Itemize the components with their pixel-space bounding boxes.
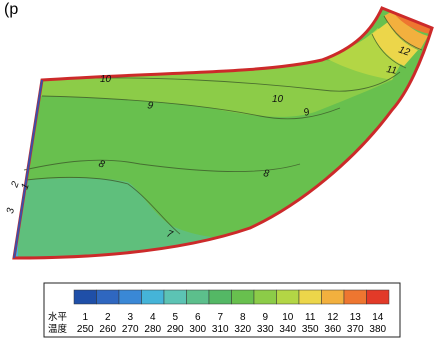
legend-level-value: 2 xyxy=(105,312,111,323)
legend-temp-value: 270 xyxy=(122,324,139,335)
legend-swatch xyxy=(277,290,300,304)
legend-level-value: 7 xyxy=(217,312,223,323)
legend-swatch xyxy=(187,290,210,304)
legend-temp-value: 290 xyxy=(167,324,184,335)
contour-label: 11 xyxy=(385,64,397,77)
legend-level-value: 4 xyxy=(150,312,156,323)
legend-swatch xyxy=(367,290,390,304)
legend-temp-value: 350 xyxy=(302,324,319,335)
legend-temp-value: 330 xyxy=(257,324,274,335)
legend-swatch xyxy=(164,290,187,304)
legend-temp-value: 310 xyxy=(212,324,229,335)
legend-swatch xyxy=(299,290,322,304)
legend-level-label: 水平 xyxy=(48,311,68,323)
legend-temp-value: 260 xyxy=(99,324,116,335)
legend-temp-value: 360 xyxy=(324,324,341,335)
legend-temp-label: 温度 xyxy=(48,323,68,335)
legend-level-value: 14 xyxy=(372,312,384,323)
legend-level-value: 10 xyxy=(282,312,294,323)
legend-level-value: 1 xyxy=(82,312,88,323)
legend-level-value: 8 xyxy=(240,312,246,323)
legend-level-value: 11 xyxy=(305,312,316,323)
legend-swatch xyxy=(97,290,120,304)
legend-temp-value: 370 xyxy=(347,324,364,335)
contour-label: 10 xyxy=(272,94,284,105)
legend-level-value: 12 xyxy=(327,312,339,323)
region-level-2 xyxy=(14,150,19,210)
legend-swatch xyxy=(142,290,165,304)
legend-temp-value: 250 xyxy=(77,324,94,335)
legend-level-value: 6 xyxy=(195,312,201,323)
legend-temp-value: 340 xyxy=(279,324,296,335)
contour-label: 3 xyxy=(5,207,17,215)
contour-label: 10 xyxy=(100,74,112,85)
contour-label: 2 xyxy=(9,180,22,190)
legend-swatch xyxy=(322,290,345,304)
legend-swatch xyxy=(74,290,97,304)
legend-temp-value: 320 xyxy=(234,324,251,335)
legend: 水平 温度 1 2 3 4 5 6 7 8 9 10 11 12 13 14 250 260 270 280 29… xyxy=(44,283,400,337)
legend-swatch xyxy=(232,290,255,304)
legend-level-value: 5 xyxy=(172,312,178,323)
legend-temp-value: 380 xyxy=(369,324,386,335)
legend-level-value: 9 xyxy=(262,312,268,323)
legend-swatch xyxy=(209,290,232,304)
legend-level-value: 3 xyxy=(127,312,133,323)
legend-swatch xyxy=(254,290,277,304)
legend-level-value: 13 xyxy=(350,312,362,323)
legend-swatch xyxy=(119,290,142,304)
legend-temp-value: 280 xyxy=(144,324,161,335)
legend-temp-value: 300 xyxy=(189,324,206,335)
legend-swatch xyxy=(344,290,367,304)
